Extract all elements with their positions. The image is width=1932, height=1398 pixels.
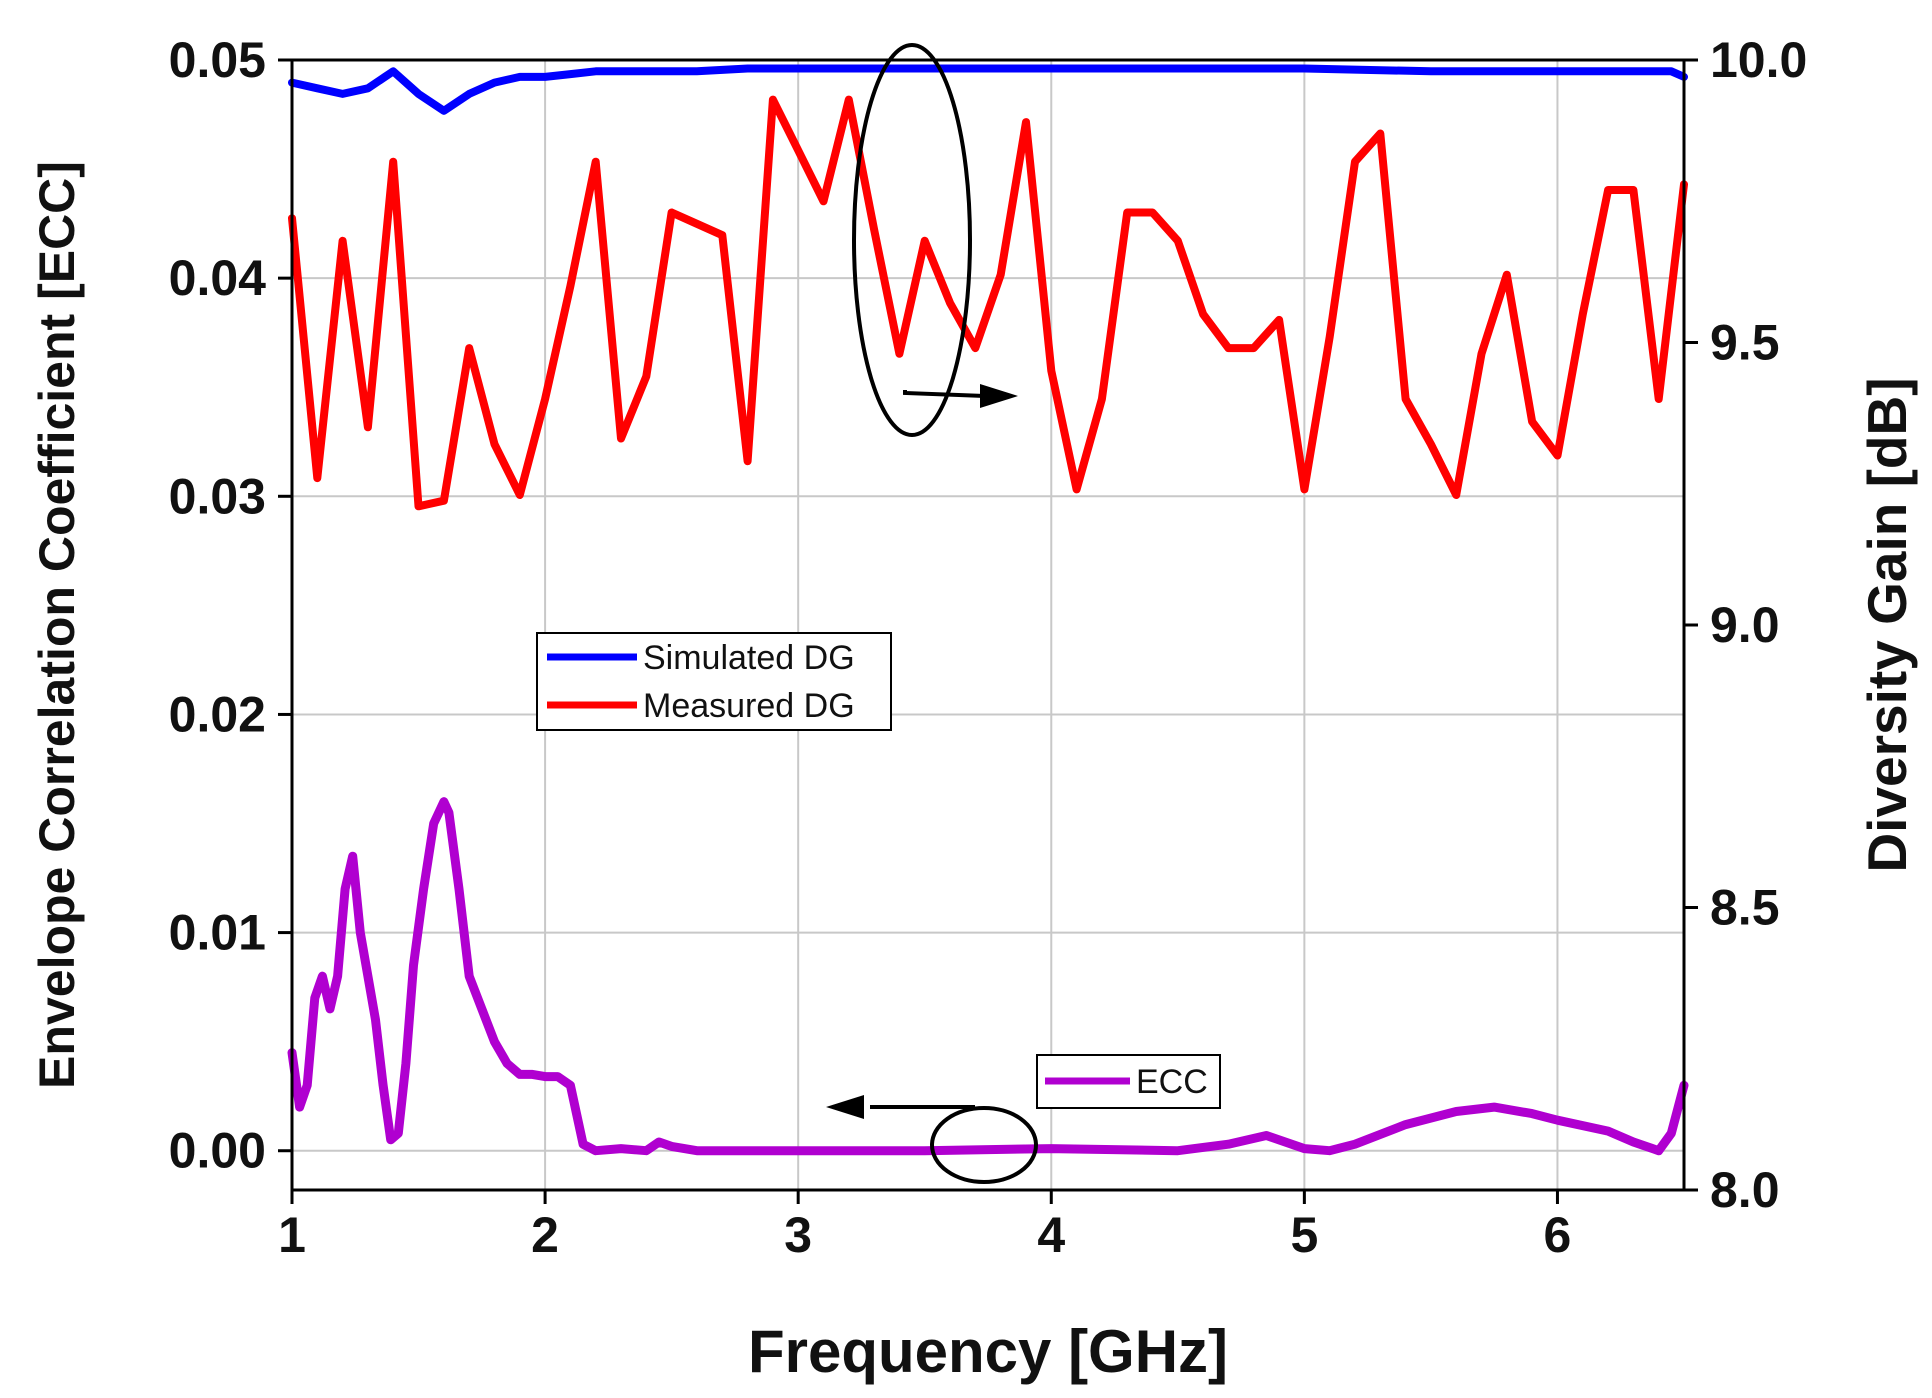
y-right-tick-label: 9.5 <box>1710 315 1780 371</box>
y-left-axis-title: Envelope Correlation Coefficient [ECC] <box>29 161 85 1089</box>
legend-ecc-label: ECC <box>1136 1063 1208 1101</box>
dg-annotation-arrow <box>903 390 986 398</box>
y-right-tick-label: 8.0 <box>1710 1162 1780 1218</box>
ecc-annotation-ellipse <box>930 1106 1038 1184</box>
y-right-tick-label: 8.5 <box>1710 880 1780 936</box>
y-right-axis-title: Diversity Gain [dB] <box>1856 377 1918 872</box>
dg-annotation-arrow-head <box>980 384 1018 408</box>
dg-annotation <box>852 43 1018 437</box>
tick-layer <box>278 58 1698 1204</box>
series-line-ecc <box>287 797 1689 1156</box>
y-left-tick-label: 0.03 <box>169 468 266 524</box>
series-layer <box>287 64 1689 1156</box>
y-right-tick-label: 10.0 <box>1710 32 1807 88</box>
legend-dg-simulated-label: Simulated DG <box>643 639 855 677</box>
series-line-measured-dg <box>288 95 1688 511</box>
series-line-simulated-dg <box>288 64 1688 115</box>
y-right-tick-label: 9.0 <box>1710 597 1780 653</box>
ecc-annotation-arrow-head <box>826 1095 864 1119</box>
y-left-tick-label: 0.05 <box>169 32 266 88</box>
y-left-tick-label: 0.01 <box>169 905 266 961</box>
x-tick-label: 1 <box>278 1207 306 1263</box>
legend-ecc: ECC <box>1036 1054 1221 1109</box>
x-tick-label: 4 <box>1037 1207 1065 1263</box>
ecc-annotation <box>826 1095 1038 1184</box>
y-left-tick-label: 0.04 <box>169 250 267 306</box>
x-tick-label: 3 <box>784 1207 812 1263</box>
x-tick-label: 6 <box>1544 1207 1572 1263</box>
y-left-tick-label: 0.02 <box>169 686 266 742</box>
dg-annotation-ellipse <box>852 43 972 437</box>
label-layer: 1 2 3 4 5 6 0.00 0.01 0.02 0.03 0.04 0.05 8.0 8.5 9.0 9… <box>169 32 1808 1263</box>
legend-dg: Simulated DG Measured DG <box>536 632 892 731</box>
y-left-tick-label: 0.00 <box>169 1123 266 1179</box>
x-tick-label: 5 <box>1290 1207 1318 1263</box>
x-axis-title: Frequency [GHz] <box>748 1318 1228 1385</box>
legend-dg-measured-label: Measured DG <box>643 687 855 725</box>
x-tick-label: 2 <box>531 1207 559 1263</box>
legend-dg-box <box>536 632 892 731</box>
